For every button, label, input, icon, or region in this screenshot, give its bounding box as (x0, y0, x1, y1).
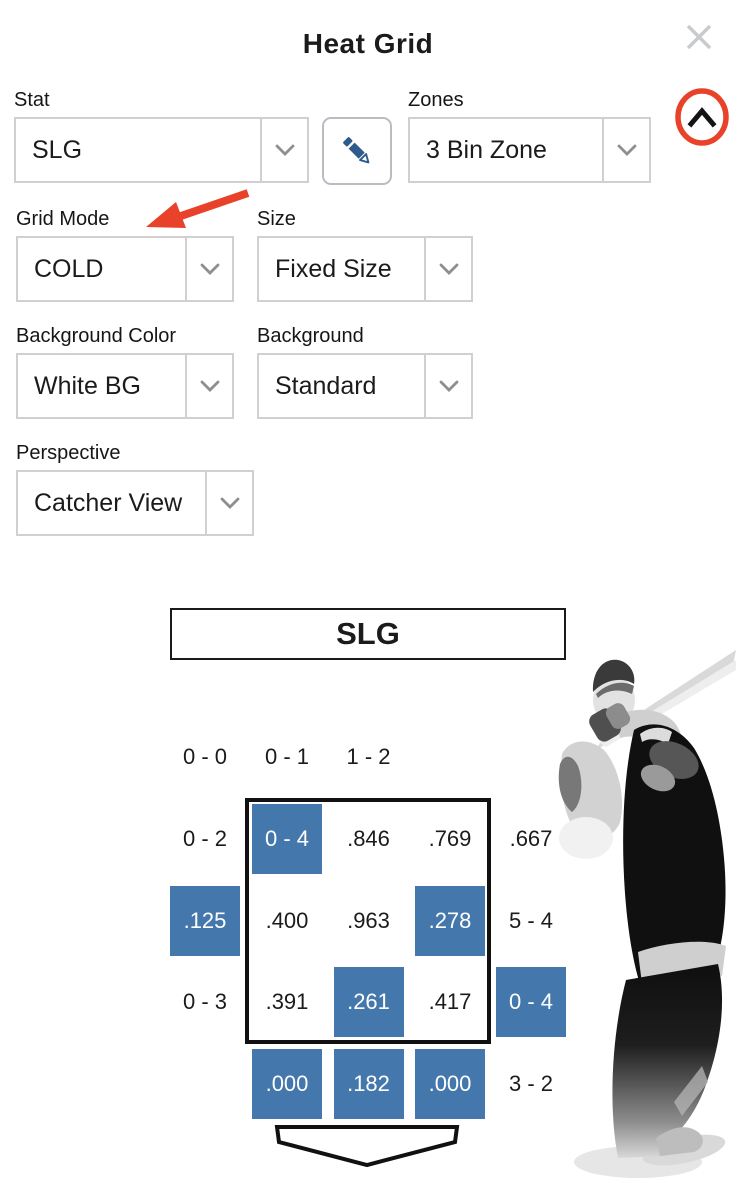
heat-grid-cell-value: .846 (347, 826, 390, 851)
heat-grid-cell-value: .769 (428, 826, 472, 851)
heat-grid-cell-value: .417 (428, 989, 472, 1014)
heat-grid-cell-cold: .261 (333, 967, 404, 1037)
zones-dropdown[interactable]: 3 Bin Zone (408, 117, 651, 183)
background-color-dropdown-button (185, 355, 232, 417)
heat-grid-cell-value: 3 - 2 (508, 1071, 554, 1096)
grid-mode-label: Grid Mode (16, 208, 110, 230)
chevron-down-icon (439, 380, 458, 392)
heat-grid-cell-cold: .000 (252, 1049, 322, 1119)
chevron-down-icon (617, 144, 636, 156)
collapse-button[interactable] (672, 87, 732, 147)
perspective-dropdown-button (205, 472, 252, 534)
stat-dropdown-value: SLG (32, 135, 83, 164)
background-label: Background (257, 325, 364, 347)
background-color-dropdown-value: White BG (34, 371, 141, 400)
pencil-icon (343, 137, 370, 164)
perspective-dropdown-value: Catcher View (34, 488, 183, 517)
size-dropdown[interactable]: Fixed Size (257, 236, 473, 302)
heat-grid-cell-value: 0 - 0 (182, 744, 228, 769)
grid-mode-dropdown-button (185, 238, 232, 300)
chevron-down-icon (275, 144, 294, 156)
heat-grid-cell-value: .667 (509, 826, 553, 851)
chevron-down-icon (200, 263, 219, 275)
heat-grid-cell-cold: .278 (415, 885, 485, 956)
heat-grid-cell-value: .391 (265, 989, 309, 1014)
chevron-down-icon (220, 497, 239, 509)
background-dropdown-button (424, 355, 471, 417)
size-dropdown-value: Fixed Size (275, 254, 392, 283)
grid-mode-dropdown-value: COLD (34, 254, 104, 283)
grid-mode-dropdown[interactable]: COLD (16, 236, 234, 302)
heat-grid-cell-cold: 0 - 4 (252, 804, 322, 874)
stat-label: Stat (14, 89, 50, 111)
background-color-dropdown[interactable]: White BG (16, 353, 234, 419)
page-title: Heat Grid (302, 28, 434, 59)
heat-grid-cell-value: 0 - 2 (182, 826, 228, 851)
batter-silhouette-image (558, 650, 736, 1178)
perspective-dropdown[interactable]: Catcher View (16, 470, 254, 536)
stat-dropdown-button (260, 119, 307, 181)
heat-grid-cell-cold: 0 - 4 (496, 967, 566, 1037)
zones-dropdown-button (602, 119, 649, 181)
heat-grid-cell-value: 5 - 4 (508, 907, 554, 933)
stat-dropdown[interactable]: SLG (14, 117, 309, 183)
size-dropdown-button (424, 238, 471, 300)
chevron-down-icon (200, 380, 219, 392)
heat-grid-cell-cold: .182 (333, 1049, 404, 1119)
heat-grid-cell-cold: .125 (170, 885, 240, 956)
home-plate (274, 1125, 460, 1168)
annotation-circle (675, 88, 729, 146)
heat-grid-cell-value: 1 - 2 (346, 744, 391, 769)
heat-grid-cell-cold: .000 (415, 1049, 485, 1119)
heat-grid-cell-value: 0 - 1 (264, 744, 310, 769)
chevron-up-icon (687, 107, 717, 128)
background-dropdown-value: Standard (275, 371, 377, 400)
edit-stat-button[interactable] (322, 117, 392, 185)
heat-grid-cell-value: .400 (265, 907, 309, 933)
perspective-label: Perspective (16, 442, 121, 464)
size-label: Size (257, 208, 296, 230)
zones-label: Zones (408, 89, 464, 111)
background-color-label: Background Color (16, 325, 177, 347)
heat-grid-cell-value: 0 - 3 (182, 989, 228, 1014)
heat-grid-cell-value: .963 (347, 907, 390, 933)
zones-dropdown-value: 3 Bin Zone (426, 135, 547, 164)
close-icon[interactable] (682, 20, 716, 54)
chevron-down-icon (439, 263, 458, 275)
background-dropdown[interactable]: Standard (257, 353, 473, 419)
heat-grid-title: SLG (170, 608, 566, 660)
